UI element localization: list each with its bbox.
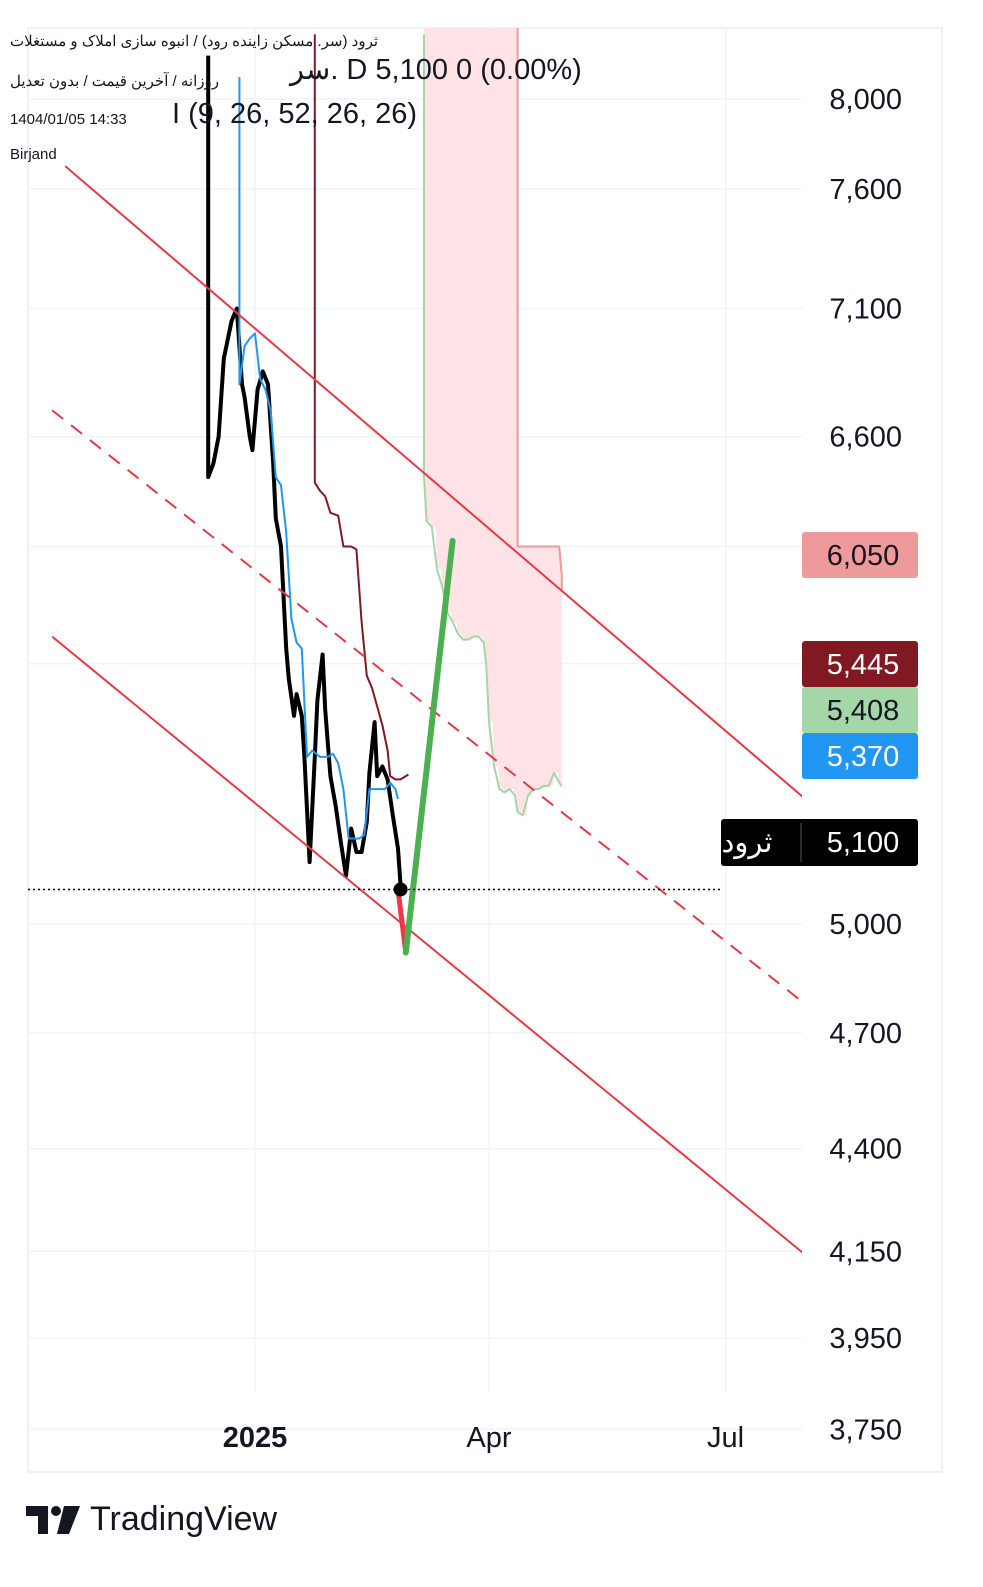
channel-line-1 bbox=[64, 165, 802, 798]
badge-span_b: 6,050 bbox=[802, 532, 918, 578]
series-span_b bbox=[516, 28, 563, 590]
badge-bg bbox=[802, 641, 918, 687]
y-tick-label: 5,000 bbox=[829, 909, 902, 941]
brand-name: TradingView bbox=[90, 1500, 278, 1538]
x-tick-label: Apr bbox=[466, 1422, 511, 1454]
badge-bg bbox=[802, 532, 918, 578]
badge-kijun: 5,445 bbox=[802, 641, 918, 687]
ichimoku-cloud bbox=[424, 28, 562, 816]
projection-lines[interactable] bbox=[393, 537, 456, 956]
y-tick-label: 7,100 bbox=[829, 294, 902, 326]
y-tick-label: 3,750 bbox=[829, 1414, 902, 1446]
price-badges: 6,050 5,445 5,408 5,370 ثرود 5,100 bbox=[721, 532, 918, 866]
last-price-badge: ثرود 5,100 bbox=[721, 819, 918, 866]
city-label: Birjand bbox=[10, 146, 57, 163]
y-tick-label: 8,000 bbox=[829, 84, 902, 116]
badge-tenkan: 5,370 bbox=[802, 733, 918, 779]
x-tick-label: 2025 bbox=[223, 1422, 288, 1454]
projection-up-line bbox=[402, 537, 456, 956]
cloud-fill bbox=[424, 28, 562, 816]
y-tick-label: 4,150 bbox=[829, 1236, 902, 1268]
series-span_a bbox=[423, 34, 563, 817]
badge-bg bbox=[802, 687, 918, 733]
indicator-legend[interactable]: I (9, 26, 52, 26, 26) bbox=[172, 98, 418, 130]
grid bbox=[28, 28, 802, 1431]
y-tick-label: 4,700 bbox=[829, 1018, 902, 1050]
last-price-value: 5,100 bbox=[827, 827, 900, 859]
y-tick-label: 4,400 bbox=[829, 1134, 902, 1166]
timestamp: 1404/01/05 14:33 bbox=[10, 111, 127, 128]
time-axis[interactable]: 2025 Apr Jul bbox=[223, 1422, 744, 1454]
series-tenkan bbox=[238, 77, 399, 840]
last-point-marker bbox=[393, 882, 408, 897]
badge-span_a: 5,408 bbox=[802, 687, 918, 733]
regression-channel[interactable] bbox=[51, 165, 816, 1264]
badge-value: 5,445 bbox=[827, 649, 900, 681]
badge-value: 5,408 bbox=[827, 695, 900, 727]
badge-bg bbox=[802, 733, 918, 779]
tradingview-brand[interactable]: TradingView bbox=[26, 1500, 277, 1539]
tradingview-logo-icon bbox=[26, 1505, 80, 1534]
badge-value: 6,050 bbox=[827, 540, 900, 572]
last-price-badge-bg bbox=[721, 819, 918, 866]
price-line-legend[interactable]: سر. D 5,100 0 (0.00%) bbox=[290, 54, 582, 86]
channel-line-2 bbox=[51, 409, 802, 1003]
y-tick-label: 3,950 bbox=[829, 1323, 902, 1355]
series-layer bbox=[206, 28, 563, 887]
y-tick-label: 7,600 bbox=[829, 174, 902, 206]
x-tick-label: Jul bbox=[707, 1422, 744, 1454]
symbol-name: ثرود (سر. مسکن زاینده رود) / انبوه سازی … bbox=[10, 33, 379, 50]
last-price-symbol: ثرود bbox=[722, 827, 773, 860]
badge-value: 5,370 bbox=[827, 741, 900, 773]
channel-line-3 bbox=[51, 635, 802, 1254]
series-price bbox=[206, 55, 403, 887]
interval-info: روزانه / آخرین قیمت / بدون تعدیل bbox=[10, 73, 219, 90]
series-kijun bbox=[313, 34, 409, 781]
y-tick-label: 6,600 bbox=[829, 422, 902, 454]
